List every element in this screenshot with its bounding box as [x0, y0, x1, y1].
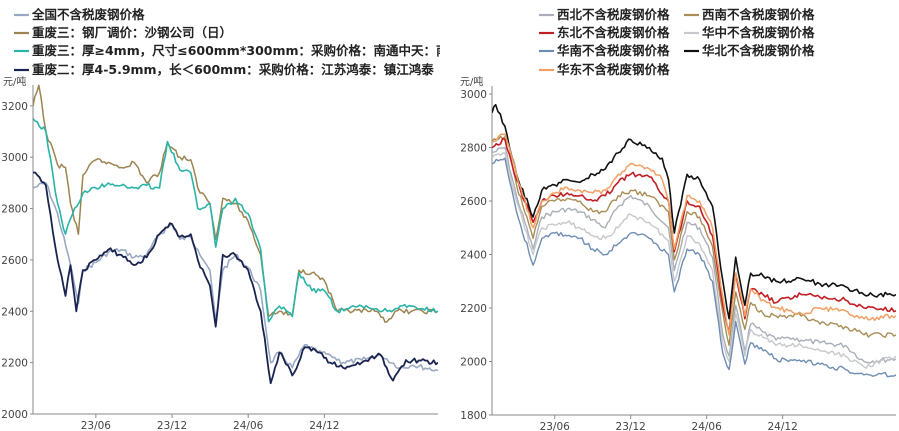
x-tick-label: 24/06	[233, 420, 264, 431]
x-tick-label: 24/06	[692, 421, 723, 431]
legend-label: 重废二：厚4-5.9mm，长＜600mm：采购价格：江苏鸿泰：镇江鸿泰	[32, 62, 434, 77]
series-line-3	[492, 152, 896, 369]
legend-label: 华南不含税废钢价格	[557, 43, 670, 58]
y-axis-unit-label: 元/吨	[3, 75, 26, 88]
chart-right-regional-scrap-prices: 元/吨 1800 2000 2200 2400 2600 2800 3000 23/06 23/1…	[460, 7, 896, 431]
series-line-4	[492, 157, 896, 378]
legend-item-5: 华北不含税废钢价格	[684, 43, 815, 58]
series-line-0	[33, 182, 438, 372]
legend-label: 东北不含税废钢价格	[557, 25, 670, 40]
legend-label: 华北不含税废钢价格	[702, 43, 815, 58]
legend-label: 重废三：厚≥4mm，尺寸≤600mm*300mm：采购价格：南通中天：南通	[32, 43, 440, 58]
y-tick-label: 3000	[1, 152, 28, 164]
y-tick-label: 2200	[1, 358, 28, 370]
y-tick-label: 2000	[1, 409, 28, 421]
legend-item-3: 重废二：厚4-5.9mm，长＜600mm：采购价格：江苏鸿泰：镇江鸿泰	[14, 62, 434, 77]
y-tick-label: 2000	[460, 357, 487, 369]
legend-item-4: 华南不含税废钢价格	[539, 43, 670, 58]
y-tick-label: 1800	[460, 410, 487, 422]
chart-left-national-scrap-prices: 元/吨 2000 2200 2400 2600 2800 3000 3200 23/06 23/1…	[1, 7, 440, 431]
series-line-1	[33, 84, 438, 323]
legend-item-1: 重废三：钢厂调价：沙钢公司（日）	[14, 25, 232, 40]
series-line-2	[33, 118, 438, 323]
legend-label: 华中不含税废钢价格	[702, 25, 815, 40]
legend-item-6: 华东不含税废钢价格	[539, 62, 670, 77]
legend-item-1: 西南不含税废钢价格	[684, 7, 815, 22]
y-tick-label: 2200	[460, 303, 487, 315]
series-line-5	[492, 103, 896, 320]
y-tick-label: 2600	[1, 255, 28, 267]
x-tick-label: 23/06	[540, 421, 571, 431]
series-line-1	[492, 135, 896, 347]
y-tick-label: 3000	[460, 89, 487, 101]
series-line-0	[492, 146, 896, 364]
legend-label: 重废三：钢厂调价：沙钢公司（日）	[32, 25, 232, 40]
x-tick-label: 23/12	[157, 420, 187, 431]
y-tick-label: 2800	[460, 143, 487, 155]
y-tick-label: 2600	[460, 196, 487, 208]
series-line-3	[33, 171, 438, 385]
legend-label: 西北不含税废钢价格	[557, 7, 670, 22]
legend-item-2: 重废三：厚≥4mm，尺寸≤600mm*300mm：采购价格：南通中天：南通	[14, 43, 440, 58]
legend-item-0: 全国不含税废钢价格	[14, 7, 145, 22]
x-tick-label: 24/12	[768, 421, 798, 431]
legend-item-2: 东北不含税废钢价格	[539, 25, 670, 40]
series-line-2	[492, 137, 896, 333]
legend-label: 华东不含税废钢价格	[557, 62, 670, 77]
y-tick-label: 3200	[1, 101, 28, 113]
y-tick-label: 2800	[1, 204, 28, 216]
series-line-6	[492, 133, 896, 336]
legend-item-0: 西北不含税废钢价格	[539, 7, 670, 22]
y-tick-label: 2400	[1, 306, 28, 318]
legend-label: 西南不含税废钢价格	[702, 7, 815, 22]
x-tick-label: 24/12	[309, 420, 339, 431]
legend-label: 全国不含税废钢价格	[31, 7, 145, 22]
legend-item-3: 华中不含税废钢价格	[684, 25, 815, 40]
x-tick-label: 23/06	[81, 420, 112, 431]
y-axis-unit-label: 元/吨	[460, 75, 483, 88]
y-tick-label: 2400	[460, 250, 487, 262]
x-tick-label: 23/12	[616, 421, 646, 431]
